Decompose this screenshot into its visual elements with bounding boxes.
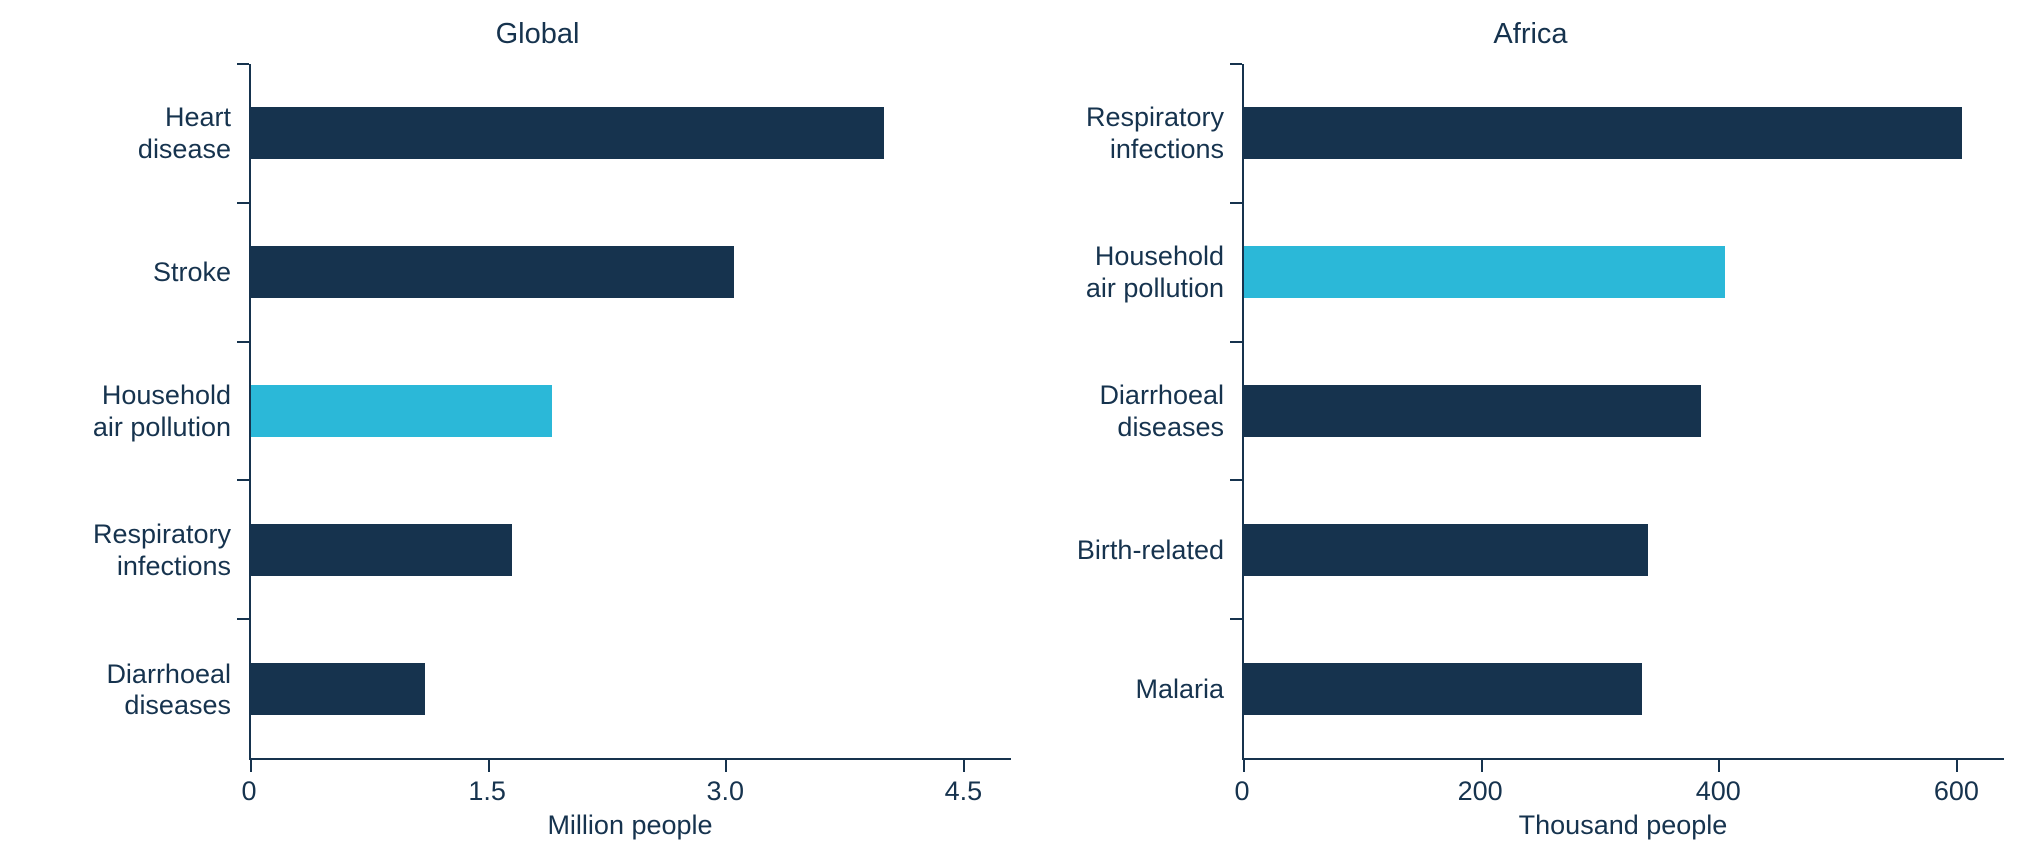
bar-heart-disease [251, 107, 885, 160]
category-label-household-air-pollution: Household air pollution [1085, 240, 1224, 303]
plot-wrap: Respiratory infections Household air poll… [1057, 63, 2004, 772]
bar-diarrhoeal-diseases [251, 662, 426, 715]
x-axis-tick [1480, 760, 1483, 772]
bar-diarrhoeal-diseases [1244, 384, 1702, 437]
bar-row [1244, 64, 2004, 203]
category-label-malaria: Malaria [1135, 674, 1224, 705]
category-label-respiratory-infections: Respiratory infections [1085, 101, 1224, 164]
x-axis-tick [1955, 760, 1958, 772]
y-axis-tick [237, 201, 249, 204]
y-axis-tick [237, 618, 249, 621]
x-axis-tick [487, 760, 490, 772]
plot-wrap: Heart disease Stroke Household air polluti… [64, 63, 1011, 772]
x-axis-tick [1243, 760, 1245, 772]
bar-row [1244, 619, 2004, 758]
bar-row [251, 64, 1011, 203]
x-axis-title-africa: Thousand people [1518, 810, 1728, 840]
bar-respiratory-infections [251, 523, 513, 576]
x-tick-label: 600 [1933, 776, 1979, 806]
x-tick-labels: 0 1.5 3.0 4.5 [241, 760, 1011, 808]
x-tick-label: 200 [1457, 776, 1503, 806]
bar-row [1244, 203, 2004, 342]
chart-panel-global: Global Heart disease Stroke Household air … [64, 16, 1011, 848]
category-label-birth-related: Birth-related [1076, 535, 1224, 566]
bar-row [1244, 480, 2004, 619]
y-axis-tick [237, 479, 249, 482]
category-labels: Respiratory infections Household air poll… [1057, 64, 1242, 760]
bar-household-air-pollution [1244, 246, 1725, 299]
y-axis-tick [1230, 479, 1242, 482]
y-axis-tick [1230, 201, 1242, 204]
chart-panel-africa: Africa Respiratory infections Household a… [1057, 16, 2004, 848]
bar-birth-related [1244, 523, 1648, 576]
bar-row [251, 619, 1011, 758]
category-label-respiratory-infections: Respiratory infections [92, 519, 231, 582]
chart-title-global: Global [495, 18, 580, 50]
bar-stroke [251, 246, 734, 299]
y-axis-tick [237, 63, 249, 65]
category-labels: Heart disease Stroke Household air polluti… [64, 64, 249, 760]
x-tick-label: 0 [1234, 776, 1250, 806]
bar-row [251, 203, 1011, 342]
bar-household-air-pollution [251, 384, 552, 437]
x-axis-tick [1718, 760, 1720, 772]
x-tick-label: 4.5 [944, 776, 983, 806]
bar-row [1244, 342, 2004, 481]
y-axis-tick [237, 340, 249, 343]
plot-area [237, 63, 1011, 772]
bar-row [251, 342, 1011, 481]
x-tick-labels: 0 200 400 600 [1234, 760, 2004, 808]
x-axis-tick [725, 760, 727, 772]
x-tick-label: 400 [1695, 776, 1741, 806]
x-axis-tick [250, 760, 252, 772]
x-tick-label: 0 [241, 776, 257, 806]
y-axis-tick [1230, 63, 1242, 65]
bar-malaria [1244, 662, 1642, 715]
category-label-stroke: Stroke [152, 256, 231, 287]
x-axis-tick [962, 760, 965, 772]
category-label-diarrhoeal-diseases: Diarrhoeal diseases [1099, 380, 1224, 442]
category-label-heart-disease: Heart disease [137, 101, 231, 164]
y-axis-tick [1230, 340, 1242, 343]
bar-row [251, 480, 1011, 619]
x-tick-label: 1.5 [468, 776, 506, 806]
chart-title-africa: Africa [1493, 18, 1568, 50]
x-tick-label: 3.0 [706, 776, 745, 806]
category-label-household-air-pollution: Household air pollution [92, 380, 231, 442]
x-axis-title-global: Million people [547, 810, 713, 840]
bar-respiratory-infections [1244, 107, 1963, 160]
plot-area [1230, 63, 2004, 772]
y-axis-tick [1230, 618, 1242, 621]
category-label-diarrhoeal-diseases: Diarrhoeal diseases [106, 658, 231, 721]
